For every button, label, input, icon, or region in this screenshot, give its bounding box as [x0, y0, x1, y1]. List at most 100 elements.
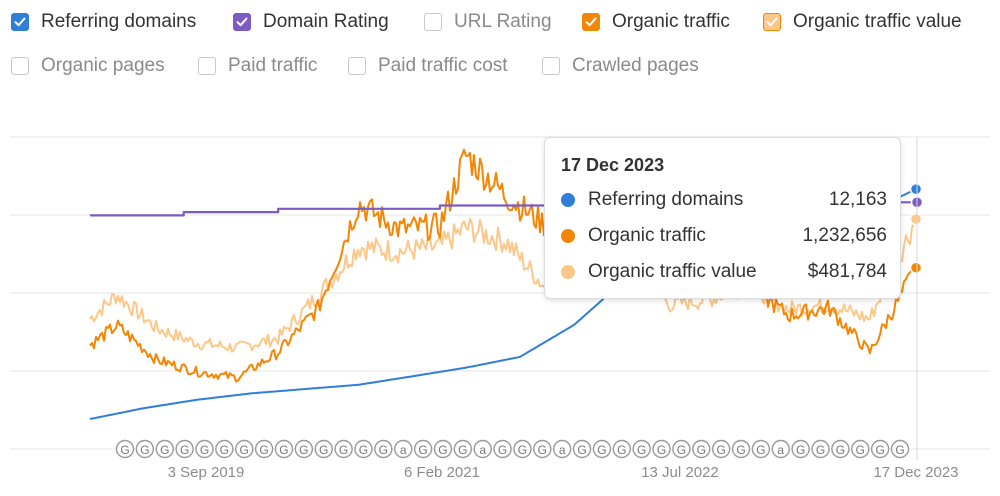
annotation-marker-icon[interactable]: a: [771, 439, 790, 459]
x-tick-label: 3 Sep 2019: [168, 464, 245, 481]
marker-circle: [751, 439, 771, 459]
annotation-marker-icon[interactable]: G: [175, 439, 194, 459]
series-dot-icon: [561, 229, 575, 243]
annotation-marker-icon[interactable]: G: [374, 439, 393, 459]
annotation-marker-icon[interactable]: G: [135, 439, 155, 459]
marker-circle: [870, 439, 890, 459]
annotation-marker-icon[interactable]: G: [592, 439, 612, 459]
marker-letter: G: [657, 443, 666, 457]
annotation-marker-icon[interactable]: G: [692, 439, 711, 459]
checkbox-icon[interactable]: [582, 13, 600, 31]
annotation-marker-icon[interactable]: G: [572, 439, 592, 459]
toggle-organic-traffic-value[interactable]: Organic traffic value: [763, 11, 962, 33]
series-line-organic-traffic: [89, 143, 917, 383]
toggle-label: Domain Rating: [263, 11, 389, 32]
annotation-marker-icon[interactable]: G: [294, 439, 314, 459]
marker-letter: a: [777, 443, 784, 457]
marker-circle: [334, 439, 353, 459]
annotation-marker-icon[interactable]: G: [354, 439, 373, 459]
annotation-marker-icon[interactable]: G: [115, 439, 135, 459]
annotation-marker-icon[interactable]: G: [870, 439, 890, 459]
toggle-domain-rating[interactable]: Domain Rating: [233, 11, 389, 33]
checkbox-icon[interactable]: [424, 13, 442, 31]
marker-letter: G: [875, 443, 884, 457]
series-end-point: [909, 182, 923, 196]
annotation-marker-icon[interactable]: G: [493, 439, 512, 459]
toggle-referring-domains[interactable]: Referring domains: [11, 11, 196, 33]
series-dot-icon: [561, 193, 575, 207]
checkbox-icon[interactable]: [11, 57, 29, 75]
series-dot-icon: [561, 265, 575, 279]
checkbox-icon[interactable]: [348, 57, 366, 75]
toggle-paid-traffic-cost[interactable]: Paid traffic cost: [348, 55, 508, 77]
annotation-marker-icon[interactable]: G: [751, 439, 771, 459]
toggle-label: Organic traffic value: [793, 11, 962, 32]
annotation-marker-icon[interactable]: G: [155, 439, 174, 459]
checkbox-icon[interactable]: [763, 13, 781, 31]
annotation-marker-icon[interactable]: G: [513, 439, 532, 459]
marker-circle: [552, 439, 572, 459]
toggle-label: Paid traffic: [228, 55, 318, 76]
annotation-marker-icon[interactable]: G: [851, 439, 870, 459]
annotation-marker-icon[interactable]: G: [731, 439, 751, 459]
marker-circle: [692, 439, 711, 459]
tooltip-series-name: Referring domains: [588, 189, 744, 210]
marker-circle: [572, 439, 592, 459]
checkbox-icon[interactable]: [542, 57, 560, 75]
marker-circle: [195, 439, 214, 459]
toggle-label: Crawled pages: [572, 55, 699, 76]
toggle-organic-pages[interactable]: Organic pages: [11, 55, 165, 77]
marker-circle: [235, 439, 254, 459]
toggle-crawled-pages[interactable]: Crawled pages: [542, 55, 699, 77]
marker-letter: G: [259, 443, 268, 457]
marker-circle: [433, 439, 453, 459]
annotation-marker-icon[interactable]: G: [811, 439, 830, 459]
toggle-url-rating[interactable]: URL Rating: [424, 11, 552, 33]
marker-circle: [135, 439, 155, 459]
marker-letter: G: [120, 443, 129, 457]
annotation-marker-icon[interactable]: G: [890, 439, 910, 459]
toggle-paid-traffic[interactable]: Paid traffic: [198, 55, 317, 77]
annotation-marker-icon[interactable]: G: [831, 439, 850, 459]
annotation-marker-icon[interactable]: a: [552, 439, 572, 459]
marker-circle: [493, 439, 512, 459]
x-tick-label: 6 Feb 2021: [404, 464, 480, 481]
annotation-marker-icon[interactable]: G: [652, 439, 671, 459]
annotation-marker-icon[interactable]: G: [215, 439, 234, 459]
annotation-marker-icon[interactable]: G: [612, 439, 631, 459]
annotation-marker-icon[interactable]: a: [394, 439, 413, 459]
marker-letter: G: [299, 443, 308, 457]
annotation-marker-icon[interactable]: G: [453, 439, 473, 459]
marker-letter: G: [836, 443, 845, 457]
marker-circle: [175, 439, 194, 459]
marker-letter: G: [538, 443, 547, 457]
checkbox-icon[interactable]: [11, 13, 29, 31]
marker-letter: G: [240, 443, 249, 457]
annotation-marker-icon[interactable]: G: [672, 439, 691, 459]
marker-letter: G: [339, 443, 348, 457]
annotation-marker-icon[interactable]: G: [235, 439, 254, 459]
annotation-marker-icon[interactable]: G: [195, 439, 214, 459]
annotation-marker-icon[interactable]: a: [473, 439, 492, 459]
marker-letter: G: [418, 443, 427, 457]
annotation-marker-icon[interactable]: G: [413, 439, 433, 459]
checkbox-icon[interactable]: [233, 13, 251, 31]
annotation-marker-icon[interactable]: G: [533, 439, 552, 459]
annotation-marker-icon[interactable]: G: [334, 439, 353, 459]
annotation-marker-icon[interactable]: G: [711, 439, 731, 459]
toggle-organic-traffic[interactable]: Organic traffic: [582, 11, 730, 33]
tooltip-date: 17 Dec 2023: [561, 155, 665, 175]
annotation-marker-icon[interactable]: G: [632, 439, 651, 459]
marker-circle: [791, 439, 810, 459]
tooltip-series-name: Organic traffic value: [588, 261, 757, 282]
annotation-marker-icon[interactable]: G: [314, 439, 333, 459]
annotation-marker-icon[interactable]: G: [433, 439, 453, 459]
checkbox-icon[interactable]: [198, 57, 216, 75]
annotation-marker-icon[interactable]: G: [254, 439, 274, 459]
annotation-marker-icon[interactable]: G: [791, 439, 810, 459]
marker-circle: [254, 439, 274, 459]
marker-circle: [592, 439, 612, 459]
marker-letter: G: [856, 443, 865, 457]
annotation-marker-icon[interactable]: G: [274, 439, 294, 459]
